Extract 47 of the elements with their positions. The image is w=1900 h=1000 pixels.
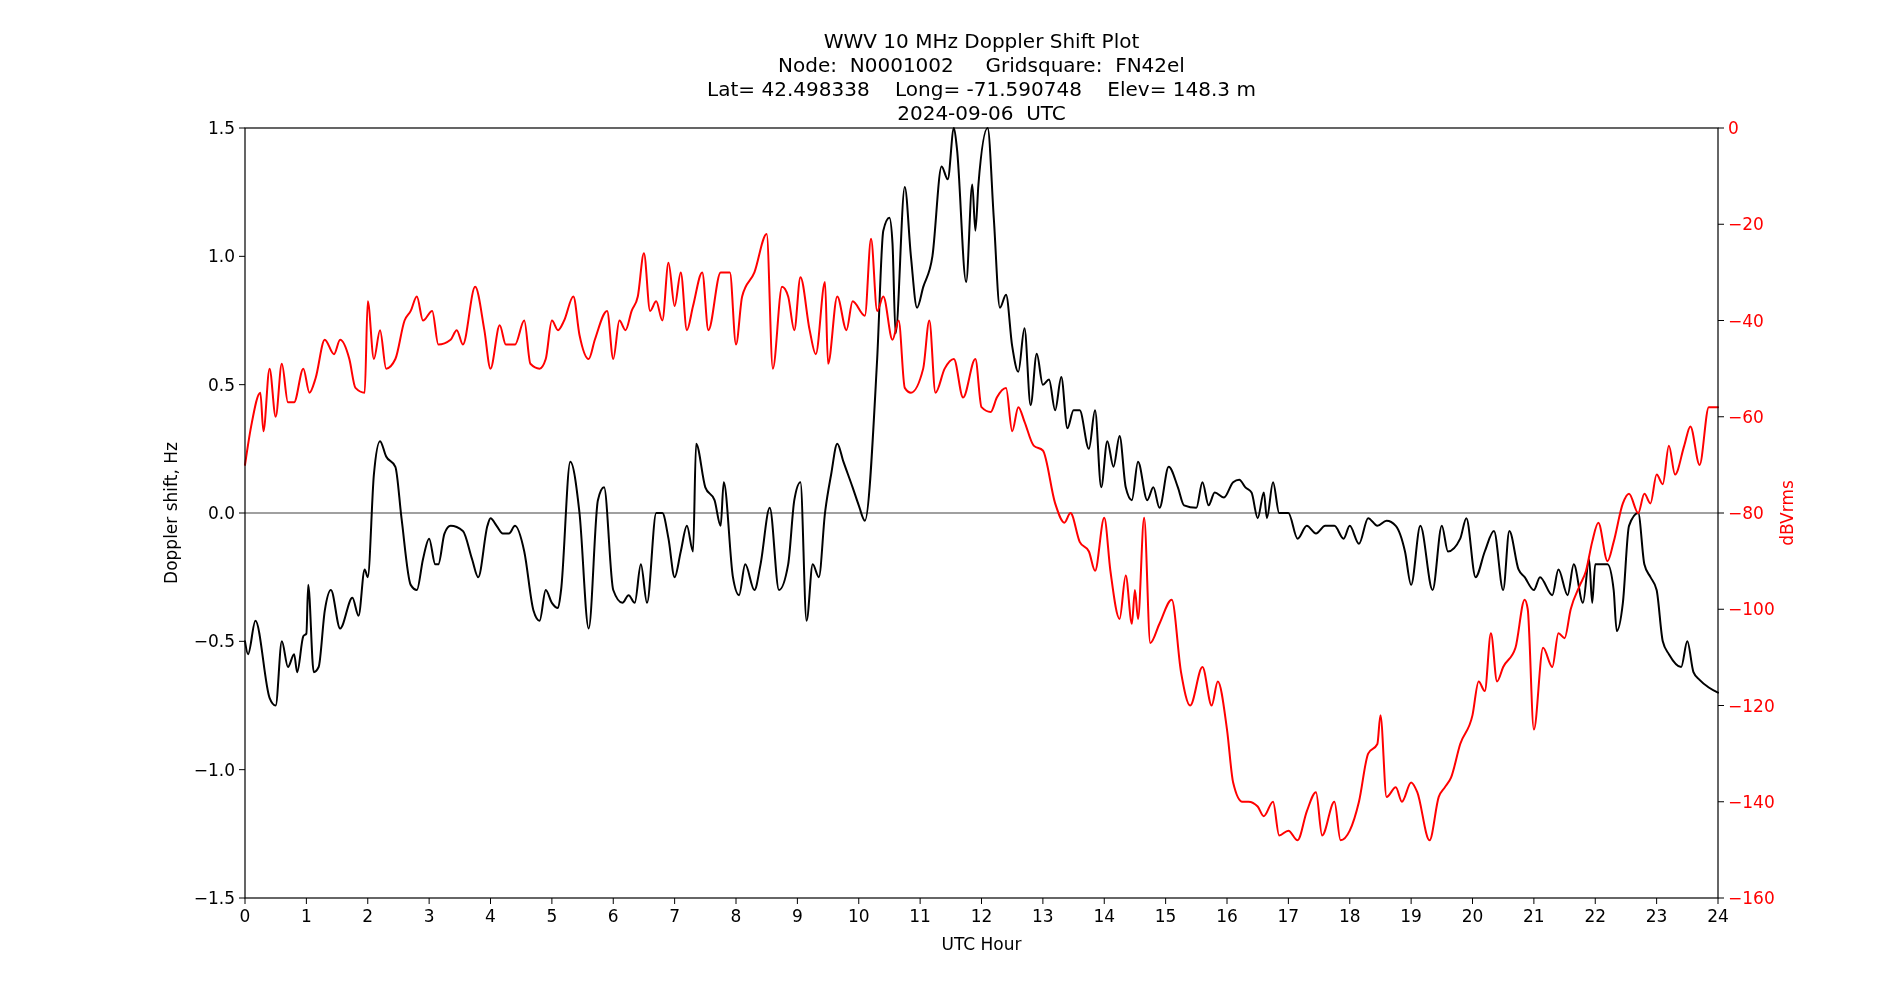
- chart-title: WWV 10 MHz Doppler Shift Plot: [823, 29, 1140, 53]
- y-tick-label: 0.5: [207, 374, 235, 395]
- y2-axis-title: dBVrms: [1777, 480, 1797, 546]
- y2-tick-label: −20: [1728, 214, 1764, 235]
- x-axis-title: UTC Hour: [941, 934, 1022, 954]
- y2-tick-label: −160: [1728, 888, 1775, 908]
- x-tick-label: 3: [423, 906, 435, 926]
- y-tick-label: 0.0: [207, 503, 235, 523]
- y2-tick-label: −140: [1728, 791, 1775, 812]
- x-tick-label: 19: [1400, 906, 1422, 926]
- y2-tick-label: −60: [1728, 406, 1764, 427]
- y-tick-label: −0.5: [193, 631, 235, 652]
- x-tick-label: 16: [1216, 906, 1238, 926]
- y-axis-title: Doppler shift, Hz: [161, 441, 181, 584]
- line-series: [244, 232, 1719, 842]
- x-tick-label: 1: [300, 906, 312, 926]
- x-tick-label: 24: [1707, 906, 1729, 926]
- x-tick-label: 12: [970, 906, 993, 926]
- y-tick-label: 1.0: [207, 246, 235, 267]
- y2-tick-label: −80: [1728, 503, 1764, 523]
- x-tick-label: 5: [546, 906, 558, 926]
- y2-tick-label: −120: [1728, 695, 1775, 716]
- x-tick-label: 0: [239, 906, 251, 926]
- x-tick-label: 4: [485, 906, 496, 926]
- chart-subtitle: Node: N0001002 Gridsquare: FN42el Lat= 42.498338 Long= -71.590748 Elev= 148.3 m 2024-09-06 UTC: [707, 53, 1256, 125]
- x-tick-label: 15: [1154, 906, 1177, 926]
- x-tick-label: 13: [1032, 906, 1054, 926]
- x-tick-label: 18: [1338, 906, 1361, 926]
- y-tick-label: −1.5: [193, 888, 235, 908]
- y-tick-label: 1.5: [207, 118, 235, 138]
- y2-tick-label: 0: [1728, 118, 1739, 138]
- y2-tick-label: −40: [1728, 310, 1764, 331]
- x-tick-label: 7: [669, 906, 681, 926]
- x-tick-label: 8: [730, 906, 742, 926]
- y2-tick-label: −100: [1728, 599, 1775, 620]
- x-tick-label: 14: [1093, 906, 1116, 926]
- x-tick-label: 22: [1584, 906, 1607, 926]
- y-tick-label: −1.0: [193, 759, 235, 780]
- x-tick-label: 10: [847, 906, 870, 926]
- x-tick-label: 9: [791, 906, 803, 926]
- x-tick-label: 17: [1277, 906, 1300, 926]
- x-tick-label: 6: [607, 906, 619, 926]
- x-tick-label: 2: [362, 906, 374, 926]
- x-tick-label: 23: [1645, 906, 1668, 926]
- x-tick-label: 21: [1523, 906, 1545, 926]
- x-tick-label: 11: [909, 906, 931, 926]
- x-tick-label: 20: [1461, 906, 1484, 926]
